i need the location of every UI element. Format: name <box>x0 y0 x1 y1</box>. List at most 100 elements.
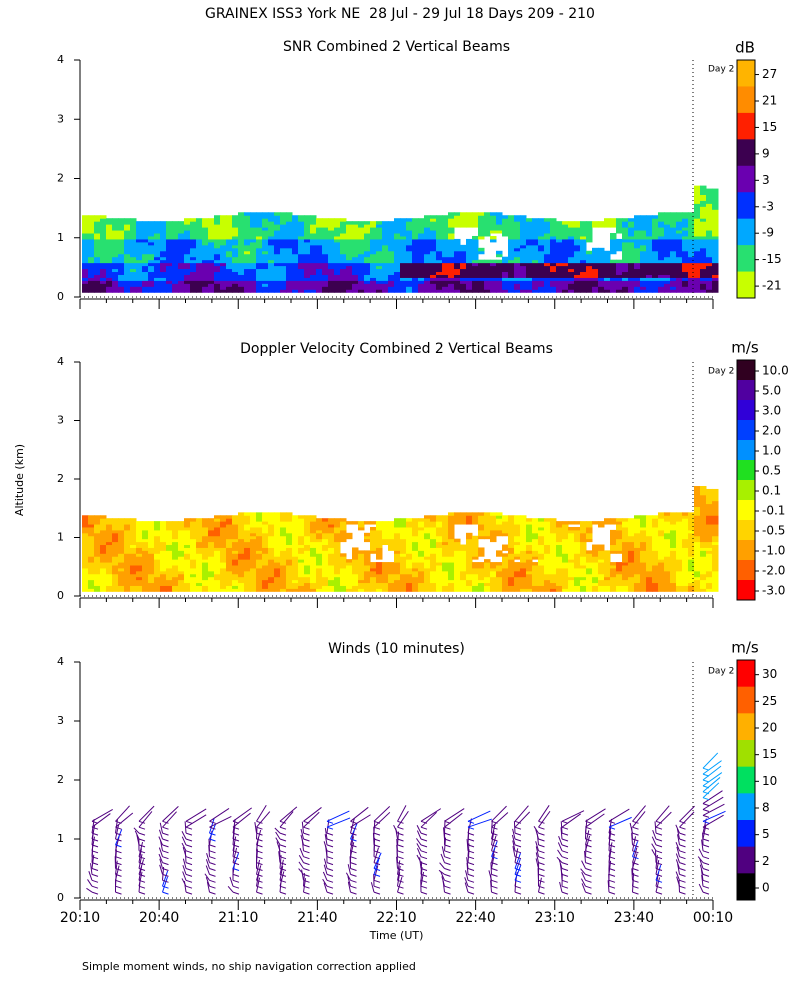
field-cell <box>160 233 167 237</box>
field-cell <box>136 224 143 228</box>
field-cell <box>256 280 263 284</box>
field-cell <box>232 547 239 551</box>
field-cell <box>682 274 689 278</box>
field-cell <box>424 553 431 557</box>
field-cell <box>334 250 341 255</box>
field-cell <box>550 544 557 548</box>
field-cell <box>484 286 491 290</box>
field-cell <box>304 250 311 255</box>
field-cell <box>544 518 551 522</box>
field-cell <box>262 573 269 578</box>
field-cell <box>274 553 281 557</box>
field-cell <box>526 283 533 287</box>
field-cell <box>142 556 149 560</box>
field-cell <box>130 564 137 569</box>
field-cell <box>694 280 701 284</box>
field-cell <box>196 271 203 275</box>
field-cell <box>628 218 635 222</box>
field-cell <box>334 547 341 551</box>
field-cell <box>628 518 635 522</box>
field-cell <box>436 283 443 287</box>
field-cell <box>202 253 209 258</box>
field-cell <box>322 585 329 589</box>
field-cell <box>244 524 251 528</box>
field-cell <box>166 562 173 566</box>
field-cell <box>202 289 209 293</box>
field-cell <box>622 271 629 275</box>
field-cell <box>274 512 281 516</box>
field-cell <box>460 212 467 216</box>
field-cell <box>484 271 491 275</box>
field-cell <box>298 271 305 275</box>
field-cell <box>238 544 245 548</box>
field-cell <box>532 535 539 540</box>
field-cell <box>676 221 683 225</box>
field-cell <box>232 268 239 273</box>
field-cell <box>334 564 341 569</box>
field-cell <box>376 535 383 540</box>
field-cell <box>538 524 545 528</box>
field-cell <box>94 556 101 560</box>
field-cell <box>670 244 677 249</box>
field-cell <box>334 526 341 531</box>
field-cell <box>520 579 527 584</box>
field-cell <box>328 521 335 525</box>
field-cell <box>454 218 461 222</box>
field-cell <box>286 244 293 249</box>
field-cell <box>304 268 311 273</box>
field-cell <box>400 233 407 237</box>
field-cell <box>304 277 311 281</box>
field-cell <box>190 241 197 246</box>
field-cell <box>262 512 269 516</box>
field-cell <box>496 518 503 522</box>
field-cell <box>370 544 377 548</box>
field-cell <box>628 550 635 554</box>
field-cell <box>256 268 263 273</box>
field-cell <box>496 274 503 278</box>
field-cell <box>616 221 623 225</box>
field-cell <box>334 247 341 252</box>
field-cell <box>100 221 107 225</box>
field-cell <box>646 585 653 589</box>
field-cell <box>514 256 521 261</box>
field-cell <box>610 518 617 522</box>
field-cell <box>106 250 113 255</box>
field-cell <box>334 259 341 264</box>
field-cell <box>418 271 425 275</box>
field-cell <box>382 521 389 525</box>
field-cell <box>244 286 251 290</box>
field-cell <box>106 559 113 563</box>
field-cell <box>454 559 461 563</box>
field-cell <box>586 550 593 554</box>
field-cell <box>208 550 215 554</box>
field-cell <box>568 233 575 237</box>
field-cell <box>664 218 671 222</box>
field-cell <box>382 570 389 575</box>
field-cell <box>148 238 155 243</box>
field-cell <box>652 271 659 275</box>
field-cell <box>112 244 119 249</box>
field-cell <box>556 559 563 563</box>
field-cell <box>94 526 101 531</box>
field-cell <box>670 212 677 216</box>
field-cell <box>220 524 227 528</box>
field-cell <box>328 535 335 540</box>
field-cell <box>310 579 317 584</box>
field-cell <box>196 529 203 534</box>
field-cell <box>682 268 689 273</box>
field-cell <box>178 286 185 290</box>
field-cell <box>466 532 473 537</box>
field-cell <box>580 556 587 560</box>
field-cell <box>262 277 269 281</box>
field-cell <box>640 559 647 563</box>
field-cell <box>496 277 503 281</box>
field-cell <box>190 227 197 231</box>
field-cell <box>388 564 395 569</box>
field-cell <box>358 286 365 290</box>
field-cell <box>496 289 503 293</box>
field-cell <box>364 286 371 290</box>
field-cell <box>370 277 377 281</box>
field-cell <box>424 573 431 578</box>
field-cell <box>214 570 221 575</box>
field-cell <box>88 524 95 528</box>
